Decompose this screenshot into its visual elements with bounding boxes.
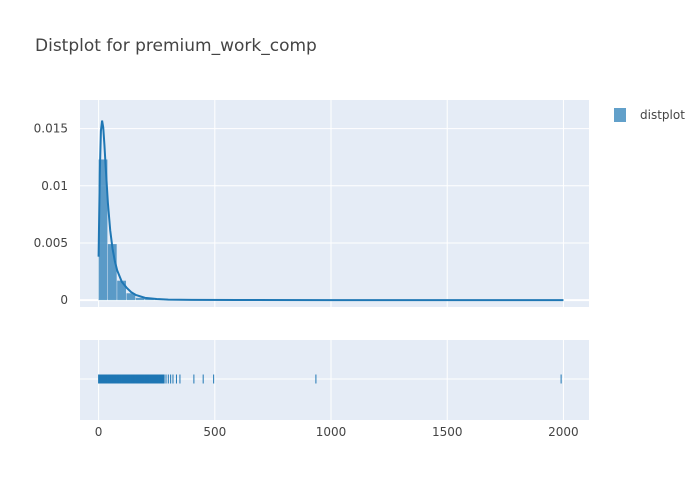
x-tick-label: 2000 [548, 425, 579, 439]
chart-title: Distplot for premium_work_comp [35, 36, 317, 56]
histogram-bar [135, 297, 145, 301]
kde-curve [97, 120, 564, 302]
legend[interactable]: distplot [614, 108, 685, 122]
histogram-bar [107, 244, 117, 301]
histogram-bar [98, 159, 108, 301]
y-tick-label: 0.01 [41, 179, 68, 193]
legend-swatch [614, 108, 626, 122]
x-tick-label: 500 [203, 425, 226, 439]
legend-label: distplot [640, 108, 685, 122]
y-tick-label: 0.005 [34, 236, 68, 250]
histogram-bar [126, 293, 136, 301]
rug-plot-background [80, 340, 589, 420]
x-tick-label: 1500 [432, 425, 463, 439]
x-axis-ticks: 0 500 1000 1500 2000 [95, 425, 579, 439]
y-tick-label: 0.015 [34, 122, 68, 136]
y-tick-label: 0 [60, 293, 68, 307]
histogram-bar [117, 280, 126, 301]
x-tick-label: 0 [95, 425, 103, 439]
main-plot-background [80, 100, 589, 307]
rug-marks [98, 374, 562, 384]
x-tick-label: 1000 [316, 425, 347, 439]
y-axis-ticks: 0 0.005 0.01 0.015 [34, 122, 68, 308]
histogram-bar [145, 298, 154, 301]
